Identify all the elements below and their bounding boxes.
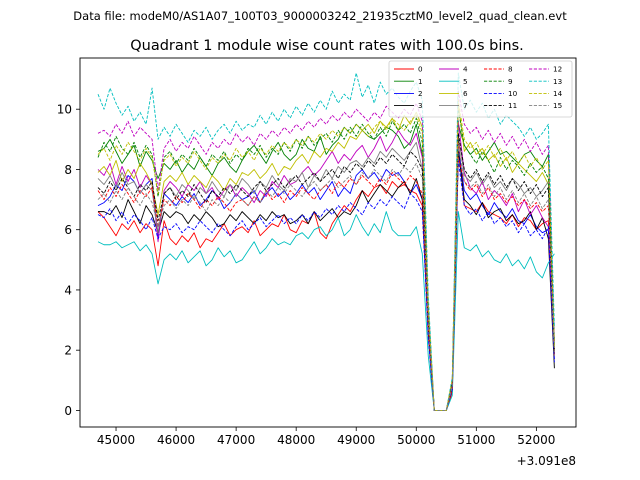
legend-label: 11 <box>508 101 517 110</box>
legend-label: 6 <box>463 89 468 98</box>
y-tick-label: 8 <box>64 163 72 177</box>
series-line-7 <box>97 135 555 411</box>
plot-area <box>80 58 576 427</box>
x-tick-label: 48000 <box>277 433 315 447</box>
series-line-0 <box>97 138 555 411</box>
series-line-10 <box>97 159 555 411</box>
legend-label: 7 <box>463 101 468 110</box>
x-tick-label: 50000 <box>397 433 435 447</box>
x-tick-label: 45000 <box>97 433 135 447</box>
legend-label: 5 <box>463 77 468 86</box>
legend-label: 12 <box>553 65 562 74</box>
series-line-15 <box>97 144 555 411</box>
series-line-12 <box>97 90 555 411</box>
series-line-3 <box>98 150 555 411</box>
legend-label: 14 <box>553 89 563 98</box>
y-tick-label: 4 <box>64 283 72 297</box>
legend-label: 0 <box>418 65 423 74</box>
series-line-5 <box>97 211 555 411</box>
x-tick-label: 52000 <box>517 433 555 447</box>
x-tick-label: 47000 <box>217 433 255 447</box>
x-axis: 45000 46000 47000 48000 49000 50000 51000 52000 <box>97 427 555 447</box>
series-layer <box>97 72 555 411</box>
x-tick-label: 49000 <box>337 433 375 447</box>
legend-label: 3 <box>418 101 423 110</box>
series-line-6 <box>97 102 555 411</box>
series-line-2 <box>97 147 555 411</box>
series-line-4 <box>97 120 555 411</box>
x-offset-label: +3.091e8 <box>517 454 576 468</box>
series-line-8 <box>97 156 555 411</box>
legend-label: 9 <box>508 77 513 86</box>
y-tick-label: 0 <box>64 404 72 418</box>
chart-title: Quadrant 1 module wise count rates with … <box>130 38 524 54</box>
y-axis: 0 2 4 6 8 10 <box>57 103 80 418</box>
y-tick-label: 2 <box>64 344 72 358</box>
legend-label: 13 <box>553 77 562 86</box>
legend-label: 2 <box>418 89 423 98</box>
x-tick-label: 46000 <box>157 433 195 447</box>
axes-frame <box>79 57 577 428</box>
y-tick-label: 10 <box>57 103 72 117</box>
series-line-14 <box>97 99 555 411</box>
legend-box <box>388 60 573 118</box>
legend-label: 1 <box>418 77 423 86</box>
figure-suptitle: Data file: modeM0/AS1A07_100T03_90000032… <box>73 9 567 23</box>
y-tick-label: 6 <box>64 223 72 237</box>
series-line-11 <box>97 132 555 411</box>
x-tick-label: 51000 <box>457 433 495 447</box>
legend-label: 4 <box>463 65 468 74</box>
series-line-13 <box>97 72 555 411</box>
series-line-9 <box>97 108 555 411</box>
legend-label: 15 <box>553 101 562 110</box>
legend-label: 8 <box>508 65 513 74</box>
legend-label: 10 <box>508 89 518 98</box>
